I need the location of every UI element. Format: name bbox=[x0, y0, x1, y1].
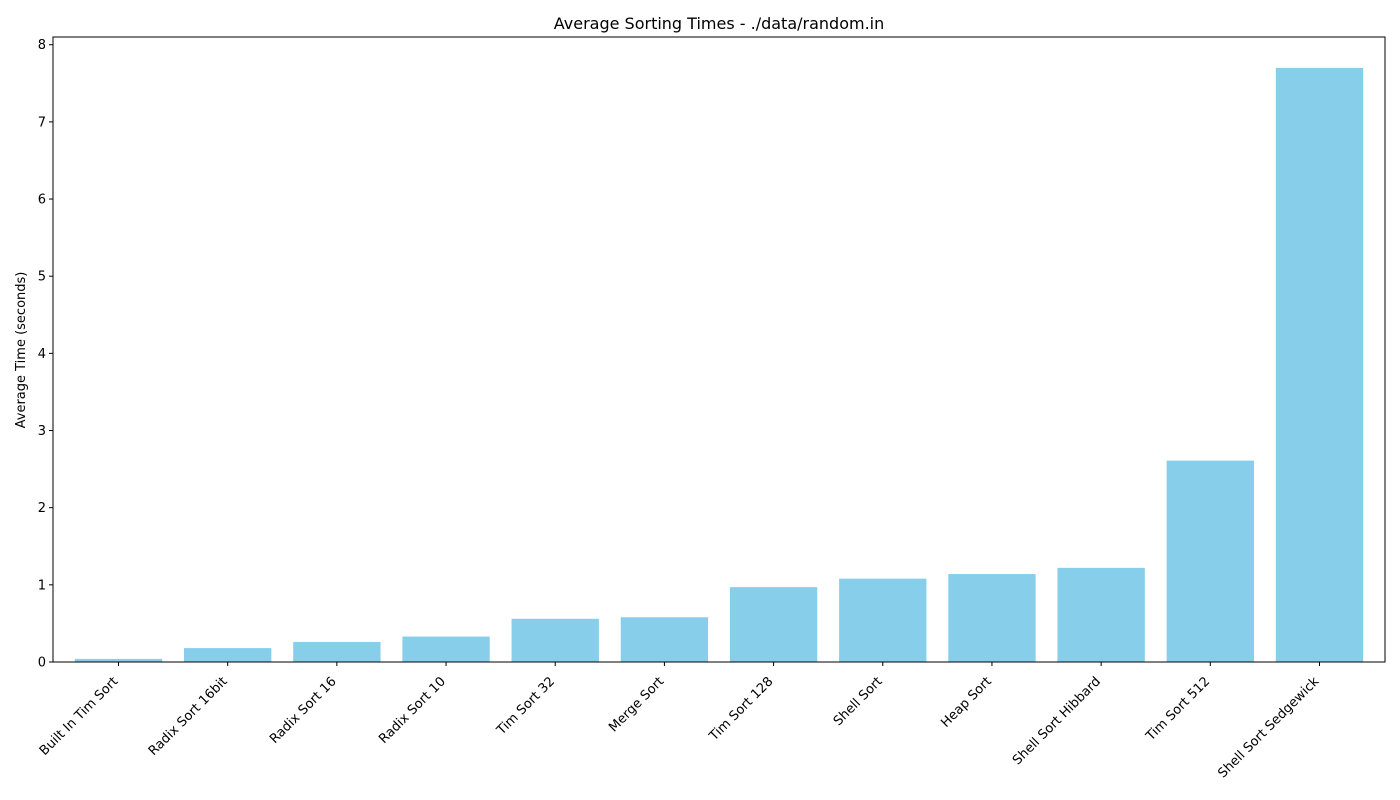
x-tick-label: Tim Sort 128 bbox=[706, 674, 776, 744]
y-tick-label: 3 bbox=[38, 424, 46, 439]
plot-area: 0 1 2 3 4 5 6 7 8 Built In Tim Sort Radix Sort 16b… bbox=[37, 36, 1386, 781]
bar bbox=[402, 636, 490, 662]
bar bbox=[1057, 567, 1145, 662]
x-tick-label: Heap Sort bbox=[938, 674, 994, 730]
bar bbox=[948, 574, 1036, 662]
x-tick-label: Radix Sort 16bit bbox=[146, 674, 231, 759]
y-tick-label: 4 bbox=[38, 347, 46, 362]
chart-title: Average Sorting Times - ./data/random.in bbox=[554, 14, 884, 33]
y-tick-label: 8 bbox=[38, 38, 46, 53]
bar bbox=[74, 658, 163, 662]
x-tick-label: Shell Sort Sedgewick bbox=[1215, 674, 1322, 781]
bar bbox=[511, 618, 599, 662]
axes-frame bbox=[52, 36, 1386, 663]
y-tick-label: 2 bbox=[38, 501, 46, 516]
x-tick-label: Shell Sort bbox=[831, 674, 886, 729]
bar bbox=[620, 617, 709, 662]
y-axis-label: Average Time (seconds) bbox=[14, 272, 29, 429]
bar bbox=[184, 648, 272, 662]
y-tick-label: 1 bbox=[38, 578, 46, 593]
x-tick-label: Built In Tim Sort bbox=[37, 674, 121, 758]
bar bbox=[293, 641, 381, 662]
bar bbox=[839, 578, 927, 662]
x-tick-label: Merge Sort bbox=[606, 674, 667, 735]
y-tick-label: 6 bbox=[38, 193, 46, 208]
y-tick-label: 0 bbox=[38, 656, 46, 671]
x-tick-label: Radix Sort 16 bbox=[267, 674, 340, 747]
bar bbox=[1166, 460, 1254, 662]
y-tick-label: 5 bbox=[38, 270, 46, 285]
x-tick-label: Radix Sort 10 bbox=[376, 674, 449, 747]
x-tick-label: Tim Sort 512 bbox=[1143, 674, 1213, 744]
bar bbox=[729, 587, 818, 662]
bar bbox=[1275, 67, 1364, 662]
x-tick-label: Tim Sort 32 bbox=[494, 674, 559, 739]
y-tick-label: 7 bbox=[38, 115, 46, 130]
x-tick-label: Shell Sort Hibbard bbox=[1010, 674, 1104, 768]
